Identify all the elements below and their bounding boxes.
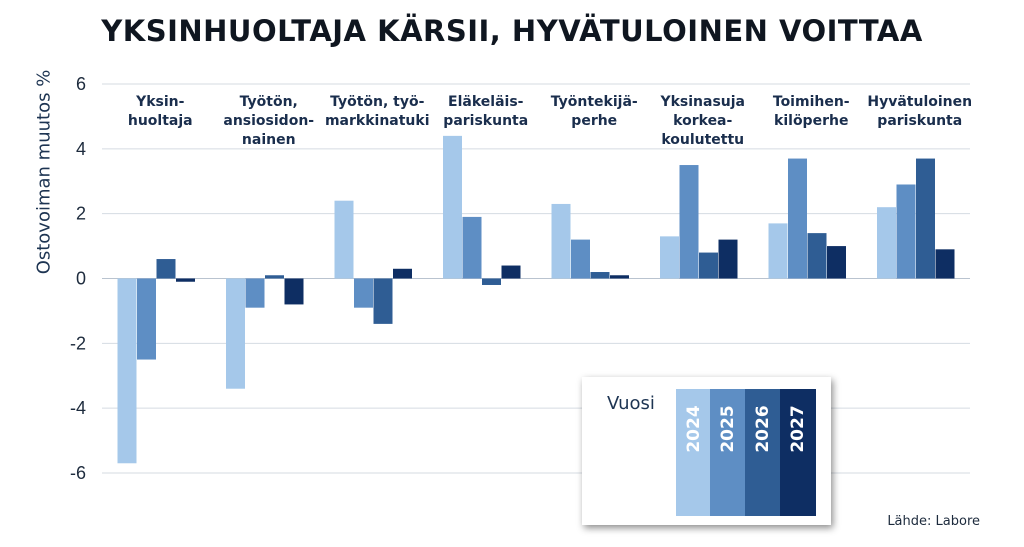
category-label-line: koulutettu (661, 132, 744, 148)
legend-swatch-2026: 2026 (745, 389, 781, 516)
bar-2027 (176, 278, 195, 282)
bar-2025 (896, 184, 916, 279)
y-tick-labels: 6 4 2 0 -2 -4 -6 (70, 74, 86, 483)
legend-label: 2026 (753, 405, 773, 453)
bar-2024 (226, 278, 245, 389)
bar-2024 (768, 223, 788, 279)
legend-label: 2025 (718, 405, 738, 453)
bar-2026 (482, 278, 501, 285)
legend-label: 2027 (788, 405, 808, 453)
y-tick-label: -6 (70, 463, 86, 483)
category-label: Työtön, työ-markkinatuki (325, 94, 430, 129)
bar-2025 (354, 278, 373, 308)
category-label-line: pariskunta (443, 113, 528, 129)
bar-2027 (393, 268, 412, 279)
category-label: Yksinasuja korkea-koulutettu (659, 94, 745, 148)
bar-2024 (551, 203, 571, 279)
category-label-line: Toimihen- (773, 94, 850, 110)
category-label-line: Työtön, työ- (330, 94, 425, 110)
bar-2026 (373, 278, 393, 324)
bar-2025 (679, 165, 699, 279)
bar-2027 (718, 239, 738, 279)
bar-2026 (265, 275, 284, 279)
y-tick-label: 6 (76, 74, 86, 94)
chart-title: YKSINHUOLTAJA KÄRSII, HYVÄTULOINEN VOITT… (101, 14, 923, 48)
category-label-line: ansiosidon- (223, 113, 314, 129)
category-label-line: perhe (571, 113, 617, 129)
bar-2024 (334, 200, 354, 279)
bar-2025 (137, 278, 156, 360)
category-label: Työntekijä-perhe (551, 94, 638, 129)
legend: Vuosi 2024 2025 2026 2027 (582, 377, 831, 525)
legend-swatch-2027: 2027 (780, 389, 816, 516)
category-label-line: korkea- (673, 113, 732, 129)
category-label-line: pariskunta (877, 113, 962, 129)
legend-title: Vuosi (607, 393, 655, 414)
category-label: Hyvätuloinen pariskunta (867, 94, 972, 129)
legend-swatch-2024: 2024 (676, 389, 712, 516)
bar-2026 (699, 252, 718, 279)
bar-2024 (660, 236, 679, 279)
category-label-line: huoltaja (128, 113, 193, 129)
category-label: Yksin-huoltaja (128, 94, 193, 129)
category-label-line: kilöperhe (774, 113, 848, 129)
bar-2024 (443, 135, 462, 279)
category-label-line: Eläkeläis- (448, 94, 524, 110)
bar-2027 (501, 265, 521, 279)
y-tick-label: -2 (70, 333, 86, 353)
category-label-line: Hyvätuloinen (867, 94, 972, 110)
category-label-line: Yksin- (135, 94, 185, 110)
category-label-line: Työntekijä- (551, 94, 638, 110)
bar-2026 (807, 233, 827, 279)
bar-2027 (284, 278, 304, 305)
category-label: Eläkeläis-pariskunta (443, 94, 528, 129)
legend-swatch-2025: 2025 (710, 389, 746, 516)
bar-2027 (935, 249, 955, 279)
bar-2024 (117, 278, 137, 464)
bar-2025 (571, 239, 590, 279)
bar-2027 (827, 246, 846, 279)
y-tick-label: 0 (76, 269, 86, 289)
y-tick-label: 4 (76, 139, 86, 159)
y-tick-label: 2 (76, 204, 86, 224)
y-tick-label: -4 (70, 398, 86, 418)
bar-2025 (788, 158, 807, 279)
bars (117, 135, 955, 464)
source-note: Lähde: Labore (887, 514, 980, 529)
category-label: Työtön, ansiosidon-nainen (223, 94, 314, 148)
bar-2024 (877, 207, 896, 279)
bar-2026 (590, 272, 610, 279)
bar-2026 (916, 158, 935, 279)
bar-2027 (610, 275, 629, 279)
bar-2025 (245, 278, 265, 308)
category-label-line: markkinatuki (325, 113, 430, 129)
category-label-line: Yksinasuja (659, 94, 745, 110)
legend-label: 2024 (684, 405, 704, 453)
category-label-line: nainen (242, 132, 296, 148)
category-label: Toimihen-kilöperhe (773, 94, 850, 129)
bar-2025 (462, 216, 482, 279)
category-label-line: Työtön, (240, 94, 298, 110)
bar-2026 (156, 259, 176, 279)
